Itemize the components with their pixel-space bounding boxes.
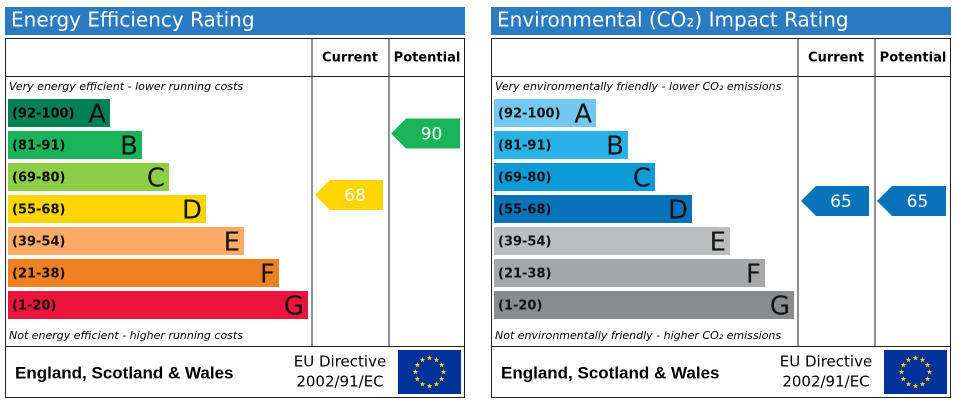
rating-arrow [801, 186, 869, 216]
band-range: (69-80) [12, 171, 65, 186]
footer-directive: 2002/91/EC [296, 373, 383, 391]
eu-star [414, 376, 421, 382]
rating-band [8, 291, 308, 319]
band-letter: E [224, 228, 240, 258]
panel-title: Environmental (CO₂) Impact Rating [497, 8, 849, 32]
rating-value: 68 [344, 186, 366, 206]
rating-band [494, 291, 794, 319]
footer-region: England, Scotland & Wales [501, 363, 720, 382]
band-range: (69-80) [498, 171, 551, 186]
eu-star [912, 383, 919, 389]
rating-band [494, 163, 655, 191]
rating-band [494, 195, 692, 223]
footer-region: England, Scotland & Wales [15, 363, 234, 382]
rating-band [8, 227, 244, 255]
rating-value: 90 [421, 125, 443, 145]
rating-arrow [315, 180, 383, 210]
band-letter: F [746, 260, 761, 290]
eu-star [919, 381, 926, 387]
band-range: (92-100) [498, 107, 561, 122]
rating-band [8, 195, 206, 223]
band-letter: F [260, 260, 275, 290]
eu-star [438, 362, 445, 368]
column-header: Potential [880, 51, 947, 66]
frame [5, 38, 465, 398]
title-bar [491, 7, 951, 35]
band-letter: G [770, 292, 790, 322]
epc-panel: Environmental (CO₂) Impact Rating Current… [491, 7, 951, 398]
band-range: (55-68) [12, 203, 65, 218]
eu-star [905, 381, 912, 387]
eu-star [419, 381, 426, 387]
column-header: Current [322, 51, 378, 66]
band-range: (39-54) [498, 235, 551, 250]
epc-panel: Energy Efficiency Rating Current Potential… [5, 7, 465, 398]
top-note: Very energy efficient - lower running co… [9, 80, 243, 93]
bottom-note: Not environmentally friendly - higher CO… [495, 329, 781, 342]
rating-arrow [391, 118, 460, 149]
column-header: Potential [394, 51, 461, 66]
eu-star [924, 376, 931, 382]
eu-star [919, 357, 926, 363]
eu-star [926, 369, 933, 375]
eu-star [433, 381, 440, 387]
rating-arrow [877, 186, 946, 216]
band-letter: B [606, 132, 624, 162]
band-range: (81-91) [498, 139, 551, 154]
footer-directive: EU Directive [294, 353, 386, 371]
eu-star [419, 357, 426, 363]
eu-star [900, 362, 907, 368]
rating-band [494, 227, 730, 255]
band-letter: E [710, 228, 726, 258]
rating-band [494, 259, 765, 287]
band-range: (1-20) [498, 299, 542, 314]
band-letter: D [668, 196, 688, 226]
band-range: (21-38) [498, 267, 551, 282]
band-letter: A [88, 100, 106, 130]
eu-star [433, 357, 440, 363]
band-letter: A [574, 100, 592, 130]
band-letter: C [147, 164, 165, 194]
eu-star [414, 362, 421, 368]
rating-value: 65 [830, 192, 852, 212]
eu-star [898, 369, 905, 375]
band-range: (1-20) [12, 299, 56, 314]
bottom-note: Not energy efficient - higher running co… [9, 329, 243, 342]
footer-directive: EU Directive [780, 353, 872, 371]
rating-band [8, 163, 169, 191]
rating-band [494, 99, 596, 127]
eu-star [900, 376, 907, 382]
column-header: Current [808, 51, 864, 66]
band-letter: B [120, 132, 138, 162]
eu-star [438, 376, 445, 382]
panel-title: Energy Efficiency Rating [11, 8, 255, 32]
eu-star [426, 383, 433, 389]
eu-star [905, 357, 912, 363]
band-letter: G [284, 292, 304, 322]
eu-star [912, 355, 919, 361]
rating-band [8, 99, 110, 127]
band-letter: D [182, 196, 202, 226]
eu-star [426, 355, 433, 361]
eu-star [440, 369, 447, 375]
rating-band [494, 131, 628, 159]
eu-star [924, 362, 931, 368]
band-range: (21-38) [12, 267, 65, 282]
band-range: (55-68) [498, 203, 551, 218]
frame [491, 38, 951, 398]
footer-directive: 2002/91/EC [782, 373, 869, 391]
rating-band [8, 131, 142, 159]
rating-value: 65 [907, 192, 929, 212]
rating-band [8, 259, 279, 287]
top-note: Very environmentally friendly - lower CO… [495, 80, 782, 93]
title-bar [5, 7, 465, 35]
band-letter: C [633, 164, 651, 194]
band-range: (39-54) [12, 235, 65, 250]
eu-star [412, 369, 419, 375]
band-range: (92-100) [12, 107, 75, 122]
band-range: (81-91) [12, 139, 65, 154]
